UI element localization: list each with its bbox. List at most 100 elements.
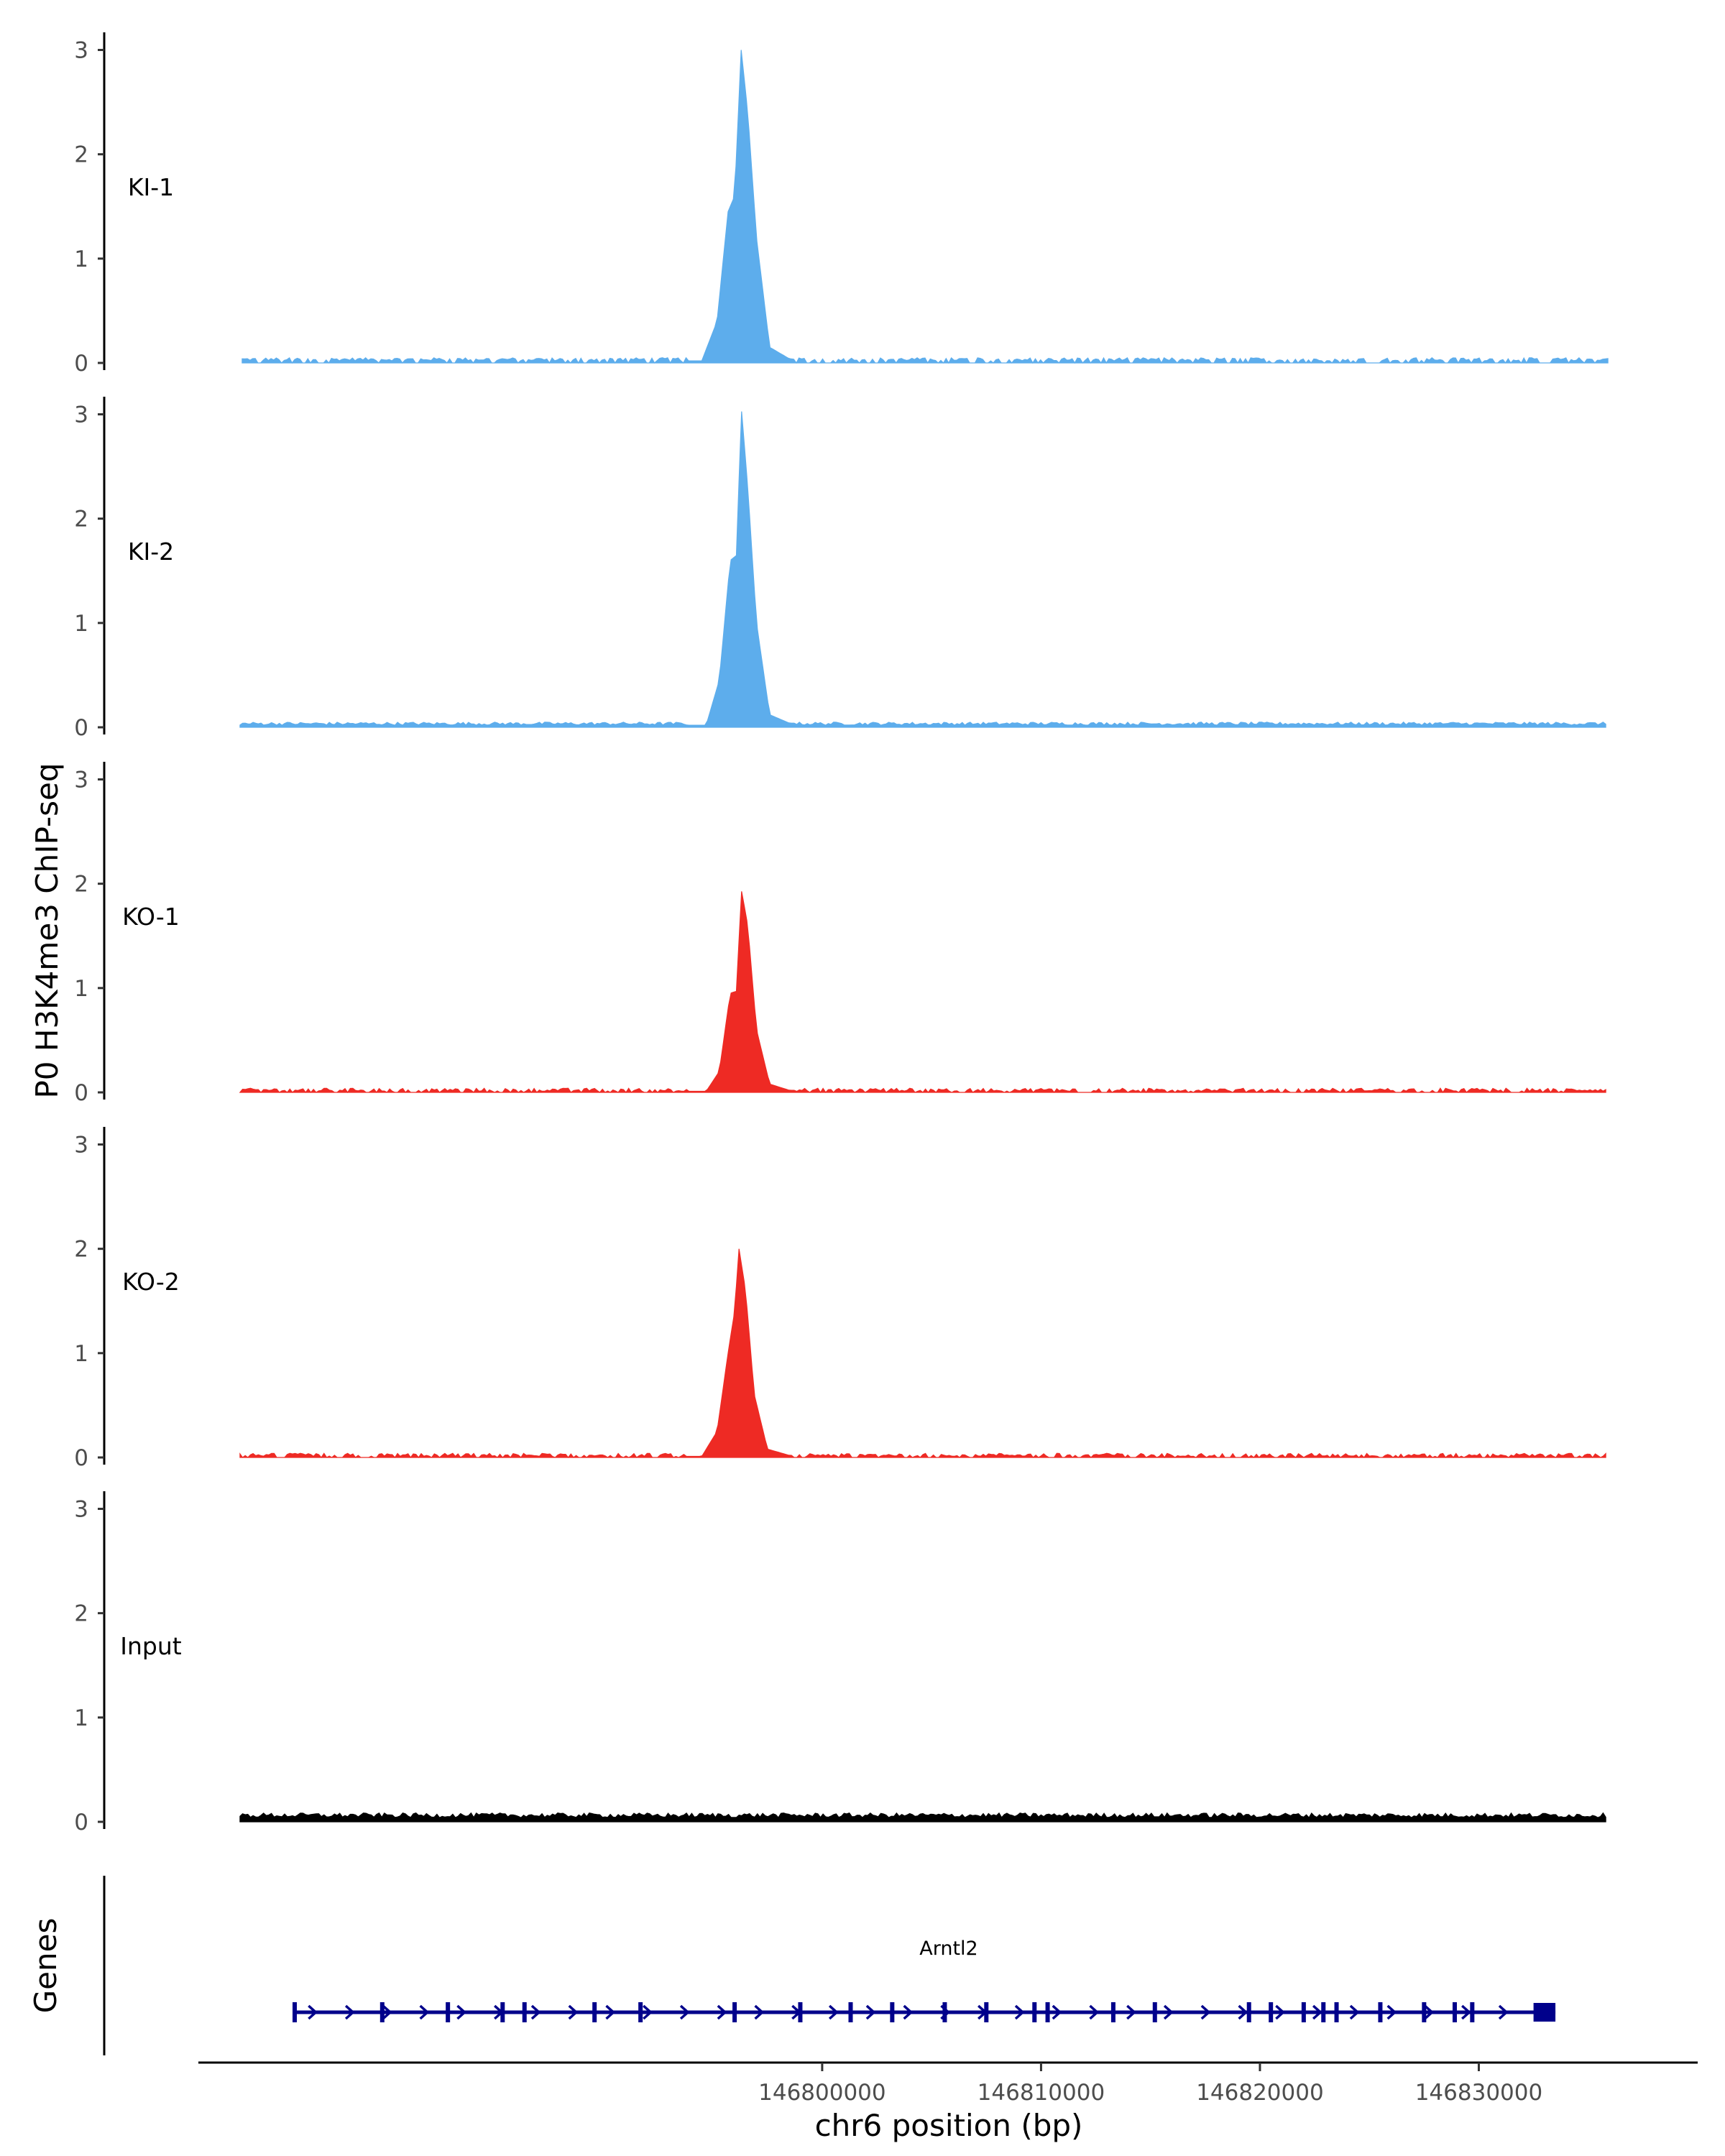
- y-tick-label: 0: [74, 1445, 88, 1471]
- exon-block: [1378, 2002, 1383, 2022]
- exon-block: [1032, 2002, 1037, 2022]
- y-tick-label: 2: [74, 1601, 88, 1627]
- y-tick-label: 3: [74, 768, 88, 793]
- exon-block: [984, 2002, 989, 2022]
- track-label: KO-2: [122, 1268, 180, 1296]
- gene-name-label: Arntl2: [919, 1938, 978, 1960]
- strand-arrow: [828, 2004, 839, 2020]
- exon-block: [1045, 2002, 1050, 2022]
- y-tick-label: 0: [74, 351, 88, 377]
- tracks-layer: 0 1 2 3 KI-1 0 1 2 3 KI-2 0 1 2 3 KO-1 0 1 2 3 KO-2 0 1 2 3 Inpu…: [74, 32, 1609, 1835]
- strand-arrow: [1275, 2004, 1285, 2020]
- exon-block: [1422, 2002, 1427, 2022]
- strand-arrow: [1089, 2004, 1100, 2020]
- y-tick-label: 3: [74, 402, 88, 428]
- x-tick-label: 146830000: [1415, 2080, 1543, 2106]
- track-panel-ko-1: 0 1 2 3 KO-1: [74, 762, 1606, 1106]
- exon-block: [500, 2002, 505, 2022]
- x-tick-label: 146810000: [978, 2080, 1105, 2106]
- exon-block: [638, 2002, 643, 2022]
- strand-arrow: [382, 2004, 392, 2020]
- exon-block: [942, 2002, 947, 2022]
- strand-arrow: [568, 2004, 579, 2020]
- strand-arrow: [1498, 2004, 1509, 2020]
- y-axis-title: P0 H3K4me3 ChIP-seq: [29, 763, 65, 1098]
- x-tick-label: 146800000: [758, 2080, 886, 2106]
- y-tick-label: 1: [74, 1341, 88, 1367]
- y-tick-label: 1: [74, 247, 88, 272]
- track-panel-ki-1: 0 1 2 3 KI-1: [74, 32, 1609, 377]
- strand-arrow: [605, 2004, 616, 2020]
- track-label: KI-1: [128, 173, 174, 201]
- exon-block: [798, 2002, 803, 2022]
- exon-block: [1110, 2002, 1116, 2022]
- strand-arrow: [643, 2004, 653, 2020]
- exon-block: [1452, 2002, 1457, 2022]
- y-tick-label: 3: [74, 38, 88, 64]
- signal-area-ki-1: [242, 50, 1609, 364]
- track-label: Input: [120, 1632, 182, 1660]
- strand-arrow: [903, 2004, 914, 2020]
- exon-block: [732, 2002, 737, 2022]
- strand-arrow: [1238, 2004, 1248, 2020]
- exon-block: [292, 2002, 297, 2022]
- strand-arrow: [1014, 2004, 1025, 2020]
- strand-arrow: [344, 2004, 355, 2020]
- y-tick-label: 2: [74, 1237, 88, 1263]
- exon-block: [890, 2002, 895, 2022]
- x-axis-title: chr6 position (bp): [815, 2108, 1083, 2143]
- exon-block: [1470, 2002, 1475, 2022]
- exon-block: [380, 2002, 385, 2022]
- strand-arrow: [1312, 2004, 1322, 2020]
- y-tick-label: 1: [74, 976, 88, 1002]
- strand-arrow: [530, 2004, 541, 2020]
- strand-arrow: [1349, 2004, 1360, 2020]
- exon-block: [848, 2002, 853, 2022]
- strand-arrow: [679, 2004, 690, 2020]
- strand-arrow: [1052, 2004, 1062, 2020]
- signal-area-ko-1: [239, 891, 1606, 1094]
- x-axis: 146800000 146810000 146820000 146830000 chr…: [198, 2061, 1698, 2143]
- gene-model: [292, 2002, 1556, 2022]
- exon-block: [446, 2002, 451, 2022]
- strand-arrow: [1126, 2004, 1136, 2020]
- strand-arrow: [865, 2004, 876, 2020]
- track-panel-input: 0 1 2 3 Input: [74, 1491, 1606, 1835]
- strand-arrow: [1200, 2004, 1211, 2020]
- exon-block: [1152, 2002, 1157, 2022]
- strand-arrow: [456, 2004, 467, 2020]
- track-label: KO-1: [122, 903, 180, 931]
- exon-block: [1334, 2002, 1339, 2022]
- exon-block: [1301, 2002, 1306, 2022]
- x-tick-label: 146820000: [1196, 2080, 1324, 2106]
- y-tick-label: 0: [74, 1080, 88, 1106]
- y-tick-label: 3: [74, 1497, 88, 1523]
- y-tick-label: 2: [74, 872, 88, 898]
- track-label: KI-2: [128, 538, 174, 566]
- y-axis-title-group: P0 H3K4me3 ChIP-seq: [29, 763, 65, 1098]
- strand-arrow: [419, 2004, 430, 2020]
- track-panel-ko-2: 0 1 2 3 KO-2: [74, 1127, 1606, 1471]
- exon-block: [1246, 2002, 1251, 2022]
- exon-block: [1269, 2002, 1274, 2022]
- strand-arrow: [308, 2004, 318, 2020]
- gene-end-block: [1533, 2003, 1556, 2022]
- x-ticks: 146800000 146810000 146820000 146830000: [758, 2063, 1542, 2106]
- exon-block: [522, 2002, 527, 2022]
- signal-area-ki-2: [239, 411, 1606, 728]
- gene-track: Genes Arntl2: [28, 1876, 1556, 2055]
- exon-block: [1321, 2002, 1326, 2022]
- strand-arrow: [1386, 2004, 1397, 2020]
- y-tick-label: 0: [74, 1810, 88, 1835]
- y-tick-label: 2: [74, 507, 88, 533]
- y-tick-label: 3: [74, 1133, 88, 1158]
- exon-block: [592, 2002, 597, 2022]
- signal-area-ko-2: [239, 1248, 1606, 1459]
- signal-area-input: [239, 1812, 1606, 1823]
- strand-arrow: [717, 2004, 727, 2020]
- strand-arrow: [1163, 2004, 1174, 2020]
- track-panel-ki-2: 0 1 2 3 KI-2: [74, 397, 1606, 741]
- strand-arrow: [1461, 2004, 1471, 2020]
- strand-arrow: [754, 2004, 765, 2020]
